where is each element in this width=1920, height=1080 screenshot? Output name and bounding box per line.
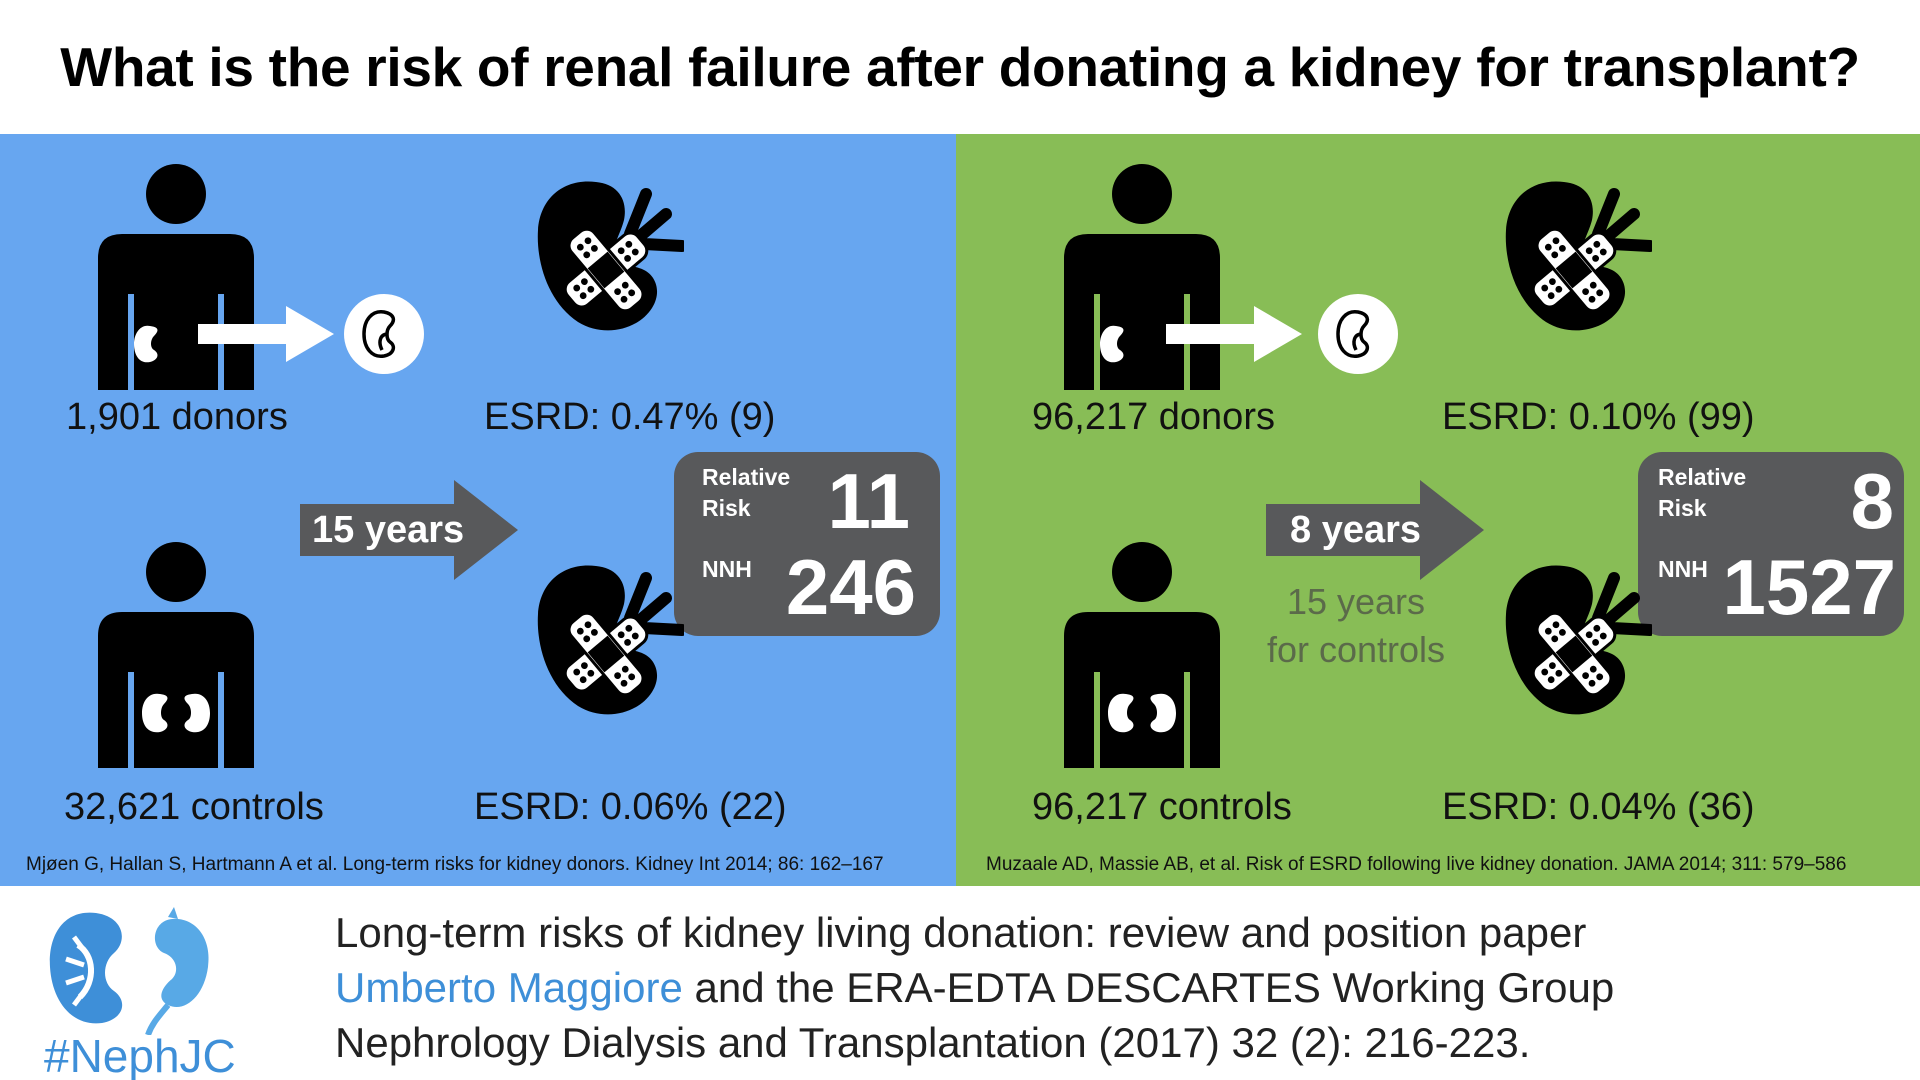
left-citation: Mjøen G, Hallan S, Hartmann A et al. Lon… bbox=[26, 854, 884, 875]
donors-count: 1,901 donors bbox=[66, 396, 288, 438]
person-silhouette-icon bbox=[96, 164, 256, 390]
reference-authors: Umberto Maggiore and the ERA-EDTA DESCAR… bbox=[335, 960, 1614, 1015]
relative-risk-value: 11 bbox=[827, 457, 910, 545]
kidney-icon bbox=[344, 294, 424, 374]
controls-follow-up-line-2: for controls bbox=[1266, 629, 1446, 670]
risk-summary-box: Relative Risk 11 NNH 246 bbox=[674, 452, 940, 636]
left-study-panel: 1,901 donors ESRD: 0.47% (9) 15 years Re… bbox=[0, 134, 956, 886]
relative-risk-label-1: Relative bbox=[1658, 464, 1747, 490]
reference-block: Long-term risks of kidney living donatio… bbox=[335, 905, 1614, 1070]
nnh-value: 246 bbox=[785, 543, 916, 631]
relative-risk-label-1: Relative bbox=[702, 464, 791, 490]
kidney-logo-icon bbox=[49, 907, 209, 1035]
lead-author: Umberto Maggiore bbox=[335, 964, 683, 1011]
relative-risk-label-2: Risk bbox=[1658, 495, 1707, 521]
two-kidneys-icon bbox=[1108, 693, 1176, 733]
right-arrow-icon bbox=[198, 306, 334, 362]
bandaged-kidney-icon bbox=[534, 174, 684, 334]
single-kidney-icon bbox=[134, 325, 158, 363]
reference-journal: Nephrology Dialysis and Transplantation … bbox=[335, 1019, 1531, 1066]
nephjc-logo: #NephJC bbox=[44, 905, 236, 1080]
controls-follow-up-line-1: 15 years bbox=[1286, 581, 1426, 622]
controls-follow-up-note: 15 years for controls bbox=[1256, 578, 1456, 674]
two-kidneys-icon bbox=[142, 693, 210, 733]
person-silhouette-icon bbox=[1062, 164, 1222, 390]
controls-count: 96,217 controls bbox=[1032, 786, 1292, 828]
donors-count: 96,217 donors bbox=[1032, 396, 1275, 438]
controls-count: 32,621 controls bbox=[64, 786, 324, 828]
follow-up-label: 15 years bbox=[312, 509, 465, 551]
right-arrow-icon bbox=[1166, 306, 1302, 362]
nnh-label: NNH bbox=[702, 556, 752, 582]
working-group: and the ERA-EDTA DESCARTES Working Group bbox=[682, 964, 1615, 1011]
page-title: What is the risk of renal failure after … bbox=[60, 36, 1860, 98]
nephjc-hashtag: #NephJC bbox=[44, 1030, 236, 1080]
bandaged-kidney-icon bbox=[1502, 558, 1652, 718]
relative-risk-value: 8 bbox=[1850, 457, 1894, 545]
bandaged-kidney-icon bbox=[1502, 174, 1652, 334]
person-silhouette-icon bbox=[1062, 542, 1222, 768]
nnh-label: NNH bbox=[1658, 556, 1708, 582]
single-kidney-icon bbox=[1100, 325, 1124, 363]
follow-up-label: 8 years bbox=[1290, 509, 1422, 551]
kidney-icon bbox=[1318, 294, 1398, 374]
controls-esrd: ESRD: 0.06% (22) bbox=[474, 786, 787, 828]
follow-up-arrow: 15 years bbox=[300, 480, 518, 580]
reference-title: Long-term risks of kidney living donatio… bbox=[335, 909, 1587, 956]
controls-esrd: ESRD: 0.04% (36) bbox=[1442, 786, 1755, 828]
donors-esrd: ESRD: 0.10% (99) bbox=[1442, 396, 1755, 438]
right-study-panel: 96,217 donors ESRD: 0.10% (99) 8 years 1… bbox=[956, 134, 1920, 886]
follow-up-arrow: 8 years bbox=[1266, 480, 1484, 580]
risk-summary-box: Relative Risk 8 NNH 1527 bbox=[1638, 452, 1904, 636]
relative-risk-label-2: Risk bbox=[702, 495, 751, 521]
donors-esrd: ESRD: 0.47% (9) bbox=[484, 396, 776, 438]
right-citation: Muzaale AD, Massie AB, et al. Risk of ES… bbox=[986, 854, 1847, 875]
nnh-value: 1527 bbox=[1722, 543, 1896, 631]
bandaged-kidney-icon bbox=[534, 558, 684, 718]
person-silhouette-icon bbox=[96, 542, 256, 768]
